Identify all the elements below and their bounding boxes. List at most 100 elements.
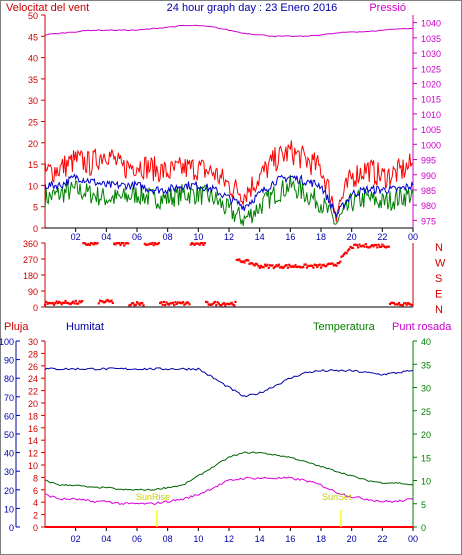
rain-tick-label: 0 xyxy=(33,523,38,533)
humidity-label: Humitat xyxy=(66,321,104,333)
direction-point xyxy=(408,302,411,305)
pressure-tick-label: 995 xyxy=(421,156,436,166)
pressure-tick-label: 1035 xyxy=(421,34,441,44)
compass-label: W xyxy=(435,258,446,270)
direction-point xyxy=(156,242,159,246)
direction-point xyxy=(258,266,261,269)
wind-tick-label: 40 xyxy=(28,54,38,64)
direction-point xyxy=(383,245,387,249)
direction-point xyxy=(67,302,70,305)
direction-point xyxy=(293,265,296,268)
direction-point xyxy=(263,263,266,266)
direction-point xyxy=(359,245,362,248)
rain-tick-label: 30 xyxy=(28,337,38,347)
direction-point xyxy=(249,262,252,265)
humidity-tick-label: 80 xyxy=(4,374,14,384)
direction-point xyxy=(81,300,84,303)
direction-point xyxy=(178,301,181,304)
rain-tick-label: 10 xyxy=(28,461,38,471)
direction-point xyxy=(337,261,341,265)
direction-point xyxy=(297,265,300,268)
direction-point xyxy=(239,260,242,263)
direction-point xyxy=(409,303,412,306)
direction-point xyxy=(229,302,232,305)
direction-point xyxy=(77,302,80,305)
direction-point xyxy=(284,264,287,267)
direction-point xyxy=(279,266,282,269)
direction-point xyxy=(121,242,125,245)
direction-point xyxy=(346,249,349,252)
direction-points xyxy=(44,242,413,307)
direction-point xyxy=(253,264,256,267)
direction-point xyxy=(366,245,369,248)
direction-point xyxy=(312,266,315,269)
direction-point xyxy=(220,304,223,307)
pressure-tick-label: 1005 xyxy=(421,125,441,135)
direction-point xyxy=(277,263,280,266)
compass-label: N xyxy=(435,304,443,316)
direction-point xyxy=(268,264,272,267)
direction-point xyxy=(141,302,144,305)
direction-point xyxy=(179,301,182,304)
direction-point xyxy=(83,242,86,245)
wind-tick-label: 0 xyxy=(33,224,38,234)
direction-point xyxy=(64,299,67,303)
direction-point xyxy=(373,244,376,247)
direction-point xyxy=(234,300,237,303)
direction-point xyxy=(160,301,163,304)
direction-point xyxy=(368,246,371,249)
direction-point xyxy=(334,263,337,266)
direction-tick-label: 270 xyxy=(23,255,38,265)
direction-point xyxy=(254,262,257,265)
direction-point xyxy=(208,303,211,306)
wind-avg-line xyxy=(44,173,414,219)
direction-point xyxy=(115,242,118,245)
direction-point xyxy=(211,303,214,306)
direction-point xyxy=(161,303,164,306)
direction-point xyxy=(392,302,395,305)
hour-tick-label: 10 xyxy=(193,534,203,544)
direction-point xyxy=(230,301,233,304)
direction-point xyxy=(348,248,351,251)
direction-point xyxy=(304,263,307,266)
direction-point xyxy=(336,262,339,265)
direction-point xyxy=(147,243,150,246)
direction-point xyxy=(95,242,98,245)
direction-point xyxy=(350,246,353,249)
direction-point xyxy=(79,301,82,304)
pressure-tick-label: 1020 xyxy=(421,79,441,89)
direction-point xyxy=(256,263,259,266)
direction-point xyxy=(270,264,273,267)
direction-point xyxy=(171,301,174,304)
direction-point xyxy=(221,302,224,305)
direction-point xyxy=(245,258,249,262)
humidity-tick-label: 20 xyxy=(4,486,14,496)
wind-tick-label: 20 xyxy=(28,139,38,149)
wind-axis-ticks: 0 5 10 15 20 25 30 35 40 45 50 xyxy=(28,11,45,234)
wind-low-line xyxy=(44,174,414,227)
direction-point xyxy=(98,299,102,302)
direction-point xyxy=(322,263,325,266)
rain-tick-label: 28 xyxy=(28,349,38,359)
direction-point xyxy=(155,243,158,246)
pressure-tick-label: 1015 xyxy=(421,95,441,105)
direction-tick-label: 0 xyxy=(33,303,38,313)
dewpoint-label: Punt rosada xyxy=(392,321,452,333)
pressure-tick-label: 1030 xyxy=(421,49,441,59)
temperature-tick-label: 0 xyxy=(421,523,426,533)
direction-tick-label: 180 xyxy=(23,271,38,281)
hour-tick-label: 06 xyxy=(132,232,142,242)
direction-point xyxy=(233,304,236,307)
direction-point xyxy=(109,300,112,303)
direction-point xyxy=(129,303,132,306)
direction-point xyxy=(190,242,194,245)
pressure-tick-label: 1025 xyxy=(421,64,441,74)
direction-point xyxy=(382,244,385,248)
direction-point xyxy=(404,302,407,305)
compass-label: S xyxy=(435,273,442,285)
hour-tick-label: 02 xyxy=(71,232,81,242)
direction-point xyxy=(68,302,71,305)
direction-point xyxy=(116,242,119,245)
direction-point xyxy=(111,301,114,304)
direction-point xyxy=(363,245,366,248)
